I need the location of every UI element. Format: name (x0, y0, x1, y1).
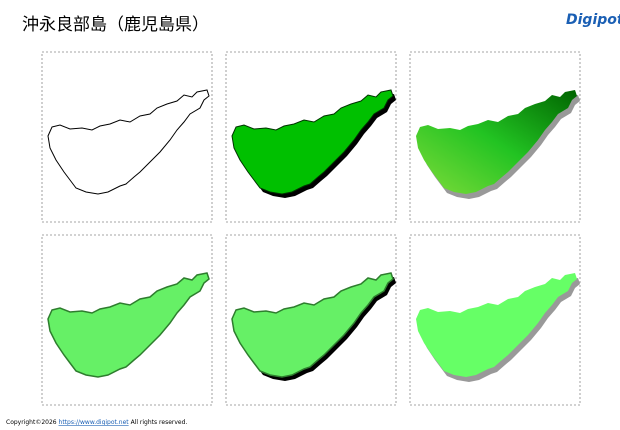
logo: Digipot (566, 12, 620, 28)
footer: Copyright©2026 https://www.digipot.net A… (6, 419, 187, 426)
url[interactable]: https://www.digipot.net (59, 419, 130, 426)
title: 沖永良部島（鹿児島県） (22, 15, 209, 35)
copyright: Copyright©2026 (6, 419, 57, 426)
rights: All rights reserved. (131, 419, 188, 426)
